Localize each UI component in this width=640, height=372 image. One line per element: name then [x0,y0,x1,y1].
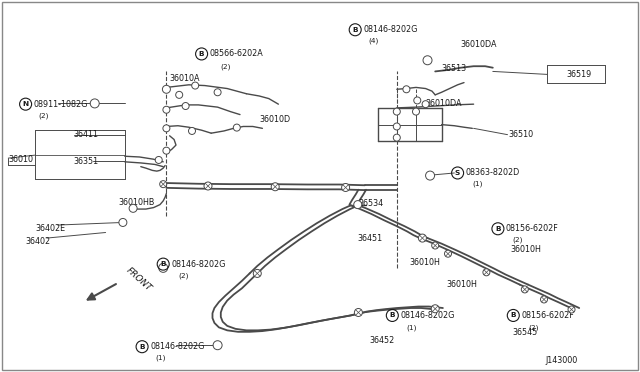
Text: B: B [161,261,166,267]
Text: 36010DA: 36010DA [461,40,497,49]
Circle shape [354,201,362,209]
Text: (4): (4) [368,38,378,44]
Circle shape [394,108,400,115]
Circle shape [182,103,189,109]
Circle shape [522,286,528,293]
Circle shape [432,242,438,249]
Circle shape [90,99,99,108]
Circle shape [163,85,170,93]
Circle shape [426,171,435,180]
Circle shape [445,250,451,257]
Circle shape [419,234,426,242]
Circle shape [431,305,439,313]
Text: 36010H: 36010H [511,245,541,254]
Text: 36010H: 36010H [447,280,477,289]
Circle shape [192,82,198,89]
Text: 36010H: 36010H [410,258,440,267]
Circle shape [394,123,400,130]
Text: 36010D: 36010D [259,115,291,124]
Text: 36402E: 36402E [35,224,65,233]
Text: 36010DA: 36010DA [426,99,462,108]
Text: B: B [390,312,395,318]
Text: 36411: 36411 [74,130,99,139]
Circle shape [414,97,420,104]
Text: 36010A: 36010A [170,74,200,83]
Text: (2): (2) [178,273,188,279]
Text: 08156-6202F: 08156-6202F [521,311,574,320]
Text: 08146-8202G: 08146-8202G [150,342,204,351]
Text: 36545: 36545 [512,328,537,337]
Text: J143000: J143000 [546,356,578,365]
Text: S: S [455,170,460,176]
Circle shape [541,296,547,303]
Text: 08156-6202F: 08156-6202F [506,224,559,233]
Circle shape [159,263,168,272]
Text: 36402: 36402 [26,237,51,246]
Text: 08146-8202G: 08146-8202G [364,25,417,34]
Circle shape [163,106,170,113]
Circle shape [413,108,419,115]
Text: 08911-1082G: 08911-1082G [34,100,88,109]
Circle shape [176,92,182,98]
Circle shape [204,182,212,190]
Text: 36534: 36534 [358,199,383,208]
Text: 08146-8202G: 08146-8202G [172,260,225,269]
Text: (2): (2) [38,112,49,119]
Circle shape [129,204,137,212]
Circle shape [214,89,221,96]
Text: (1): (1) [472,181,483,187]
Circle shape [394,134,400,141]
Circle shape [156,157,162,163]
Circle shape [422,101,429,108]
Circle shape [119,218,127,227]
Text: 36519: 36519 [566,70,591,79]
Text: 36451: 36451 [357,234,382,243]
Circle shape [160,181,166,187]
Text: 08566-6202A: 08566-6202A [210,49,263,58]
Text: 36513: 36513 [442,64,467,73]
Text: (1): (1) [406,324,417,331]
Text: N: N [22,101,29,107]
Circle shape [234,124,240,131]
Circle shape [568,306,575,313]
Text: FRONT: FRONT [125,266,154,294]
Circle shape [403,86,410,93]
Text: 36510: 36510 [509,130,534,139]
Text: B: B [511,312,516,318]
Text: B: B [199,51,204,57]
Text: (2): (2) [528,324,538,331]
Text: (2): (2) [221,64,231,70]
Text: 08146-8202G: 08146-8202G [401,311,454,320]
Text: (1): (1) [155,355,165,361]
Circle shape [355,308,362,317]
Text: 08363-8202D: 08363-8202D [466,169,520,177]
Text: B: B [140,344,145,350]
Circle shape [163,147,170,154]
Circle shape [423,56,432,65]
Circle shape [213,341,222,350]
Circle shape [163,125,170,132]
Text: 36010: 36010 [8,155,33,164]
Circle shape [189,128,195,134]
Text: 36351: 36351 [74,157,99,166]
Text: 36010HB: 36010HB [118,198,155,207]
Text: 36452: 36452 [370,336,395,345]
Circle shape [271,183,279,191]
Text: B: B [495,226,500,232]
Text: B: B [353,27,358,33]
Circle shape [253,269,261,278]
Circle shape [342,183,349,192]
Text: (2): (2) [512,237,522,243]
Circle shape [483,269,490,276]
